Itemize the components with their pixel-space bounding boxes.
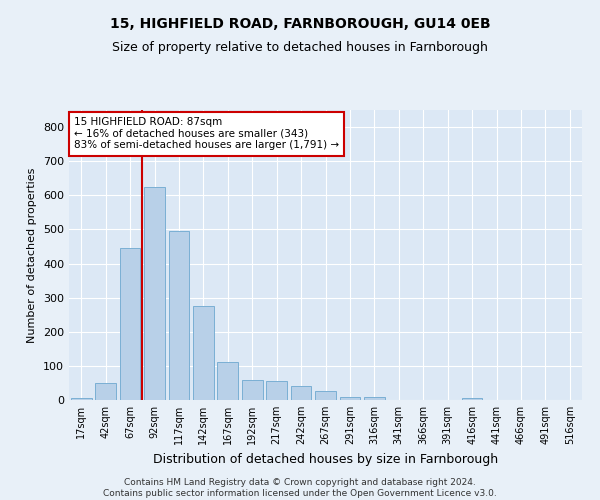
Bar (315, 392, 336, 400)
Bar (95, 383, 116, 400)
Bar (461, 398, 482, 400)
Bar (340, 396, 361, 400)
Bar (364, 396, 385, 400)
Text: Size of property relative to detached houses in Farnborough: Size of property relative to detached ho… (112, 41, 488, 54)
Text: 15, HIGHFIELD ROAD, FARNBOROUGH, GU14 0EB: 15, HIGHFIELD ROAD, FARNBOROUGH, GU14 0E… (110, 18, 490, 32)
Bar (144, 187, 165, 400)
Text: 15 HIGHFIELD ROAD: 87sqm
← 16% of detached houses are smaller (343)
83% of semi-: 15 HIGHFIELD ROAD: 87sqm ← 16% of detach… (74, 117, 339, 150)
Bar (119, 248, 140, 400)
Bar (71, 398, 92, 400)
X-axis label: Distribution of detached houses by size in Farnborough: Distribution of detached houses by size … (153, 452, 498, 466)
Text: Contains HM Land Registry data © Crown copyright and database right 2024.
Contai: Contains HM Land Registry data © Crown c… (103, 478, 497, 498)
Bar (217, 362, 238, 400)
Y-axis label: Number of detached properties: Number of detached properties (28, 168, 37, 342)
Bar (290, 386, 311, 400)
Bar (193, 306, 214, 400)
Bar (169, 231, 190, 400)
Bar (242, 380, 263, 400)
Bar (266, 381, 287, 400)
